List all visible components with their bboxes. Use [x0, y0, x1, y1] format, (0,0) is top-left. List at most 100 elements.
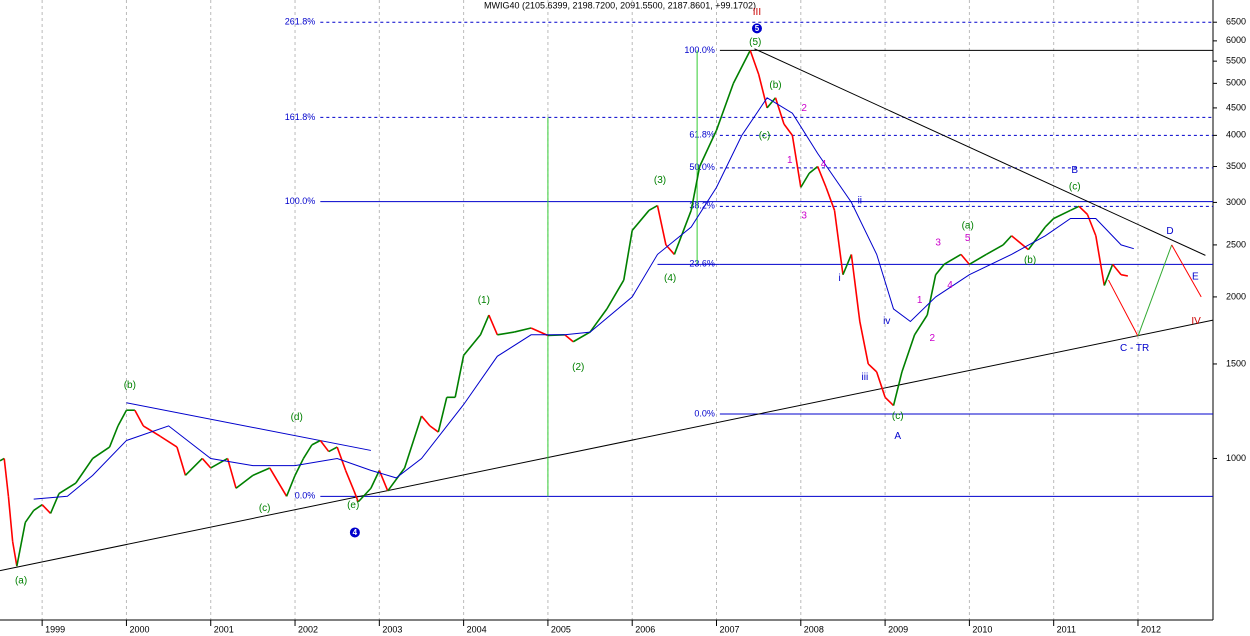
price-segment	[252, 467, 271, 477]
price-segment	[357, 487, 372, 503]
wave-label: iii	[862, 372, 869, 383]
x-tick-label: 2010	[972, 624, 992, 634]
y-tick-label: 6000	[1226, 35, 1246, 45]
price-segment	[875, 371, 886, 398]
price-segment	[960, 253, 970, 265]
price-segment	[142, 425, 161, 437]
x-tick-label: 2001	[214, 624, 234, 634]
wave-circle	[349, 527, 360, 538]
wave-label: (3)	[654, 175, 666, 186]
price-segment	[673, 210, 692, 255]
price-segment	[159, 435, 178, 448]
price-segment	[1044, 217, 1055, 228]
x-tick-label: 2009	[888, 624, 908, 634]
x-tick-label: 1999	[45, 624, 65, 634]
price-segment	[117, 409, 128, 427]
price-segment	[1070, 205, 1080, 212]
wave-label: (c)	[259, 503, 271, 514]
price-segment	[269, 467, 288, 497]
wave-label: (e)	[347, 500, 359, 511]
price-segment	[3, 458, 10, 497]
price-segment	[184, 457, 203, 476]
price-segment	[935, 263, 945, 276]
price-segment	[1078, 205, 1088, 215]
price-segment	[1095, 235, 1106, 286]
wave-label: ii	[858, 196, 862, 207]
price-segment	[715, 83, 735, 131]
price-segment	[859, 321, 870, 365]
x-tick-label: 2004	[467, 624, 487, 634]
price-segment	[437, 397, 448, 433]
price-segment	[16, 522, 27, 567]
price-segment	[75, 458, 94, 484]
price-segment	[766, 97, 777, 109]
price-segment	[488, 314, 499, 336]
price-segment	[867, 363, 878, 373]
wave-label: E	[1192, 271, 1199, 282]
price-segment	[294, 458, 305, 476]
x-tick-label: 2005	[551, 624, 571, 634]
price-segment	[1053, 209, 1071, 220]
price-segment	[1120, 273, 1129, 277]
wave-label: 3	[801, 211, 807, 222]
wave-label: 1	[917, 295, 923, 306]
wave-label: 1	[787, 155, 793, 166]
price-segment	[825, 187, 836, 211]
price-segment	[479, 314, 490, 336]
wave-label: A	[894, 431, 901, 442]
price-segment	[606, 279, 625, 310]
x-tick-label: 2006	[635, 624, 655, 634]
price-segment	[7, 496, 14, 542]
price-segment	[1011, 235, 1029, 251]
price-segment	[92, 446, 111, 460]
trend-line	[1108, 279, 1139, 337]
price-segment	[833, 210, 844, 275]
y-tick-label: 2500	[1226, 239, 1246, 249]
price-segment	[648, 204, 658, 212]
wave-label: (1)	[478, 295, 490, 306]
price-segment	[783, 123, 794, 136]
price-segment	[968, 253, 987, 266]
price-segment	[58, 482, 77, 495]
price-segment	[514, 327, 532, 333]
wave-label: IV	[1191, 316, 1201, 327]
wave-label: 4	[821, 159, 827, 170]
wave-label: (5)	[749, 37, 761, 48]
price-segment	[572, 331, 591, 343]
price-segment	[344, 470, 355, 492]
wave-label: 3	[935, 238, 941, 249]
wave-label: 2	[930, 333, 936, 344]
wave-label: (c)	[892, 411, 904, 422]
price-segment	[985, 244, 1004, 256]
price-segment	[749, 50, 760, 75]
price-segment	[589, 308, 608, 333]
price-segment	[497, 331, 515, 336]
wave-label: iv	[883, 316, 890, 327]
wave-label: 4	[947, 280, 953, 291]
price-segment	[429, 425, 439, 433]
fib-label: 100.0%	[684, 45, 715, 55]
price-segment	[622, 230, 633, 281]
price-segment	[463, 334, 482, 356]
trend-line	[754, 48, 1206, 256]
wave-label: (b)	[769, 80, 781, 91]
x-tick-label: 2011	[1057, 624, 1076, 634]
price-segment	[901, 334, 916, 373]
price-segment	[926, 274, 937, 316]
price-segment	[454, 355, 465, 398]
y-tick-label: 5500	[1226, 56, 1246, 66]
price-segment	[41, 504, 52, 514]
wave-label: i	[838, 273, 840, 284]
price-segment	[24, 509, 35, 523]
x-tick-label: 2012	[1141, 624, 1161, 634]
y-tick-label: 3500	[1226, 161, 1246, 171]
wave-label: (c)	[1069, 181, 1081, 192]
price-segment	[108, 425, 119, 448]
wave-label: B	[1071, 165, 1078, 176]
price-segment	[913, 314, 928, 336]
x-tick-label: 2007	[720, 624, 740, 634]
price-segment	[690, 166, 701, 211]
wave-label: III	[753, 7, 761, 18]
price-segment	[370, 470, 381, 489]
